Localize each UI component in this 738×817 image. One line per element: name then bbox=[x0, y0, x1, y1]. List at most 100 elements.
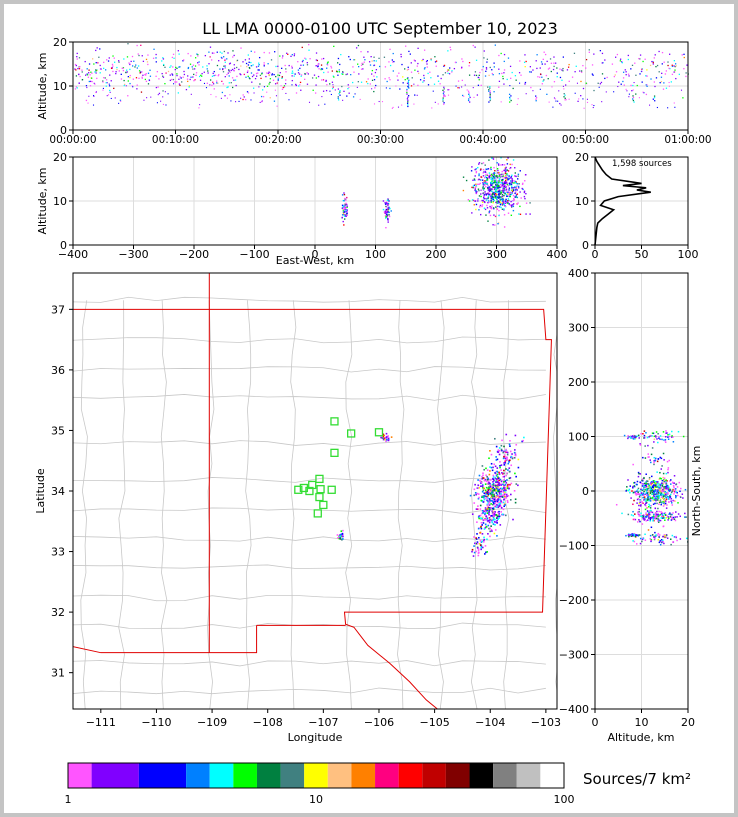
plan-view-ylabel: Latitude bbox=[34, 468, 47, 514]
east-west-source bbox=[513, 197, 515, 200]
time-height-source bbox=[95, 70, 97, 72]
time-height-source bbox=[413, 83, 415, 85]
time-height-source bbox=[469, 96, 471, 99]
east-west-source bbox=[519, 170, 521, 172]
north-south-source bbox=[639, 473, 642, 475]
plan-view-source bbox=[496, 470, 498, 473]
east-west-source bbox=[346, 205, 348, 207]
north-south-source bbox=[669, 496, 672, 498]
north-south-source bbox=[636, 492, 638, 495]
plan-view-source bbox=[479, 504, 482, 507]
plan-view-source bbox=[497, 479, 499, 482]
east-west-source bbox=[501, 203, 504, 206]
time-height-source bbox=[250, 72, 253, 74]
north-south-source bbox=[649, 499, 652, 501]
time-height-source bbox=[437, 75, 439, 77]
plan-view-source bbox=[492, 523, 495, 525]
time-height-source bbox=[501, 72, 503, 75]
time-height-source bbox=[226, 58, 228, 60]
time-height-source bbox=[222, 68, 224, 70]
time-height-source bbox=[102, 80, 104, 82]
plan-view-source bbox=[496, 451, 499, 453]
east-west-source bbox=[480, 189, 483, 191]
time-height-source bbox=[161, 60, 163, 62]
north-south-source bbox=[659, 484, 662, 487]
time-height-source bbox=[580, 95, 582, 97]
time-height-source bbox=[313, 74, 316, 76]
time-height-source bbox=[601, 62, 603, 64]
north-south-source bbox=[649, 504, 651, 507]
east-west-source bbox=[484, 193, 487, 195]
east-west-source bbox=[485, 177, 488, 179]
plan-view-source bbox=[481, 546, 484, 549]
east-west-source bbox=[490, 198, 492, 200]
north-south-source bbox=[654, 480, 657, 483]
county-line bbox=[73, 622, 546, 629]
time-height-source bbox=[614, 74, 616, 76]
time-height-source bbox=[177, 50, 179, 52]
colorbar-cell bbox=[138, 763, 187, 788]
colorbar-cell bbox=[445, 763, 470, 788]
east-west-source bbox=[389, 207, 391, 210]
east-west-source bbox=[384, 203, 387, 205]
time-height-source bbox=[447, 72, 449, 74]
plan-view-source bbox=[501, 513, 504, 516]
north-south-source bbox=[664, 439, 667, 441]
time-height-source bbox=[479, 71, 481, 74]
time-height-source bbox=[140, 44, 142, 46]
time-height-source bbox=[384, 78, 386, 80]
time-height-source bbox=[74, 63, 77, 66]
time-height-source bbox=[503, 72, 505, 74]
east-west-source bbox=[490, 168, 492, 171]
north-south-source bbox=[643, 430, 646, 432]
time-height-source bbox=[392, 70, 394, 72]
plan-view-source bbox=[498, 498, 500, 501]
plan-view-source bbox=[482, 489, 485, 492]
east-west-source bbox=[345, 199, 347, 201]
east-west-source bbox=[390, 210, 392, 212]
east-west-source bbox=[511, 181, 514, 184]
time-height-source bbox=[449, 46, 451, 49]
plan-view-source bbox=[483, 553, 486, 555]
north-south-source bbox=[643, 437, 646, 439]
east-west-source bbox=[493, 199, 495, 202]
north-south-source bbox=[630, 435, 633, 438]
north-south-source bbox=[645, 520, 648, 522]
plan-view-source bbox=[477, 479, 479, 481]
plan-view-source bbox=[480, 526, 482, 529]
plan-view-xtick-label: −109 bbox=[197, 716, 227, 729]
east-west-source bbox=[508, 194, 510, 196]
time-height-source bbox=[675, 65, 677, 67]
time-height-source bbox=[646, 75, 648, 77]
north-south-source bbox=[656, 486, 659, 488]
plan-view-source bbox=[497, 487, 499, 490]
time-height-source bbox=[263, 51, 265, 54]
time-height-source bbox=[442, 92, 445, 95]
time-height-source bbox=[91, 77, 93, 79]
north-south-source bbox=[670, 502, 673, 504]
east-west-source bbox=[388, 207, 390, 210]
east-west-source bbox=[504, 185, 507, 187]
east-west-source bbox=[500, 186, 502, 188]
plan-view-source bbox=[514, 454, 517, 457]
north-south-source bbox=[655, 481, 658, 483]
time-height-source bbox=[149, 69, 151, 71]
north-south-source bbox=[667, 489, 670, 492]
time-height-source bbox=[231, 77, 234, 79]
east-west-source bbox=[471, 186, 473, 189]
time-height-source bbox=[231, 86, 234, 89]
plan-view-source bbox=[488, 491, 491, 494]
east-west-source bbox=[495, 184, 497, 186]
north-south-source bbox=[649, 507, 652, 509]
north-south-source bbox=[660, 496, 663, 498]
north-south-source bbox=[648, 499, 650, 502]
plan-view-source bbox=[481, 516, 484, 519]
north-south-source bbox=[664, 481, 667, 483]
north-south-source bbox=[629, 533, 632, 536]
north-south-ytick-label: 300 bbox=[568, 322, 589, 335]
north-south-source bbox=[633, 518, 636, 521]
time-height-source bbox=[461, 58, 463, 60]
time-height-source bbox=[233, 70, 235, 72]
time-height-source bbox=[675, 77, 677, 80]
time-height-source bbox=[105, 69, 107, 71]
